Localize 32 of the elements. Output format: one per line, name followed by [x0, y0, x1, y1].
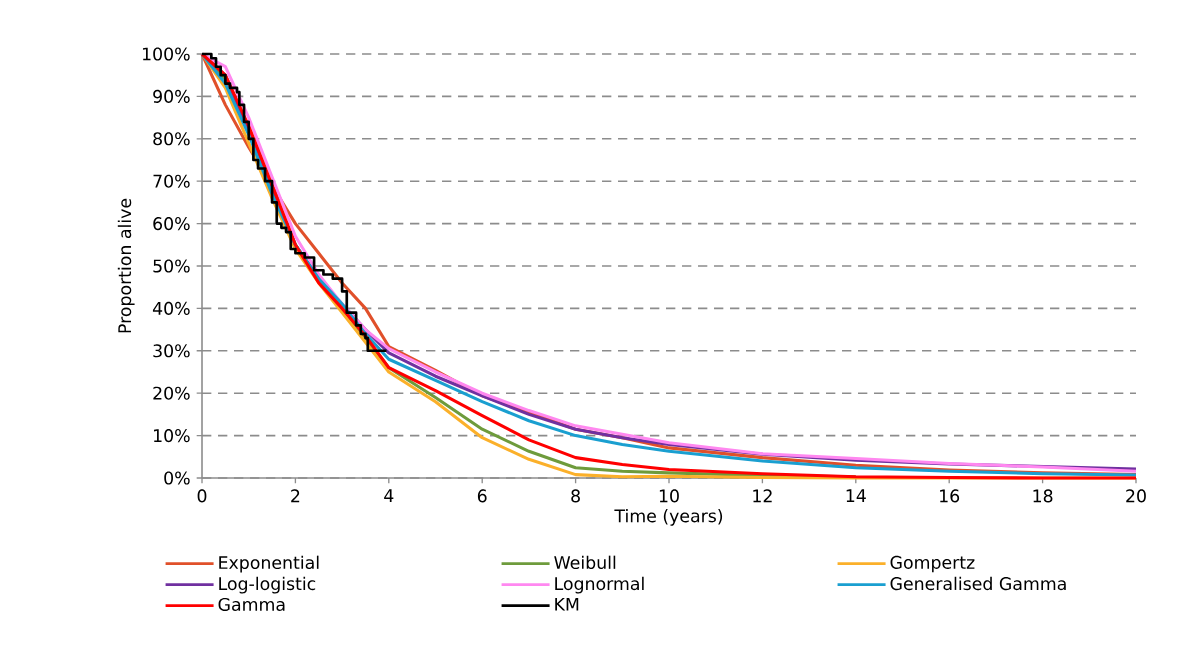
y-tick-label: 40%: [152, 301, 190, 315]
legend-label: Gompertz: [890, 555, 975, 573]
x-tick-label: 2: [291, 489, 300, 503]
legend-label: Exponential: [219, 555, 319, 573]
x-tick-label: 16: [940, 489, 960, 503]
x-tick-label: 12: [753, 489, 772, 503]
y-tick-label: 0%: [164, 471, 190, 485]
x-tick-label: 8: [571, 489, 580, 503]
legend-label: KM: [555, 597, 579, 611]
x-tick-label: 18: [1033, 489, 1053, 503]
y-axis-title: Proportion alive: [117, 198, 135, 333]
legend-label: Lognormal: [555, 576, 644, 594]
x-tick-label: 20: [1126, 489, 1146, 503]
y-tick-label: 30%: [153, 344, 190, 358]
y-tick-label: 60%: [153, 217, 190, 231]
x-axis-title: Time (years): [614, 508, 723, 526]
legend-label: Gamma: [218, 597, 285, 611]
x-tick-label: 10: [659, 489, 679, 503]
x-tick-label: 14: [846, 489, 866, 502]
x-tick-label: 6: [477, 489, 487, 503]
x-tick-label: 4: [384, 489, 394, 502]
y-tick-label: 10%: [154, 429, 190, 443]
y-tick-label: 20%: [153, 386, 190, 400]
legend-label: Weibull: [554, 555, 616, 570]
y-tick-label: 90%: [153, 89, 190, 103]
y-tick-label: 70%: [153, 174, 190, 188]
legend-label: Log-logistic: [219, 576, 316, 594]
y-tick-label: 100%: [142, 47, 190, 61]
y-tick-label: 80%: [153, 132, 190, 146]
y-tick-label: 50%: [153, 259, 190, 273]
legend-label: Generalised Gamma: [890, 576, 1066, 591]
x-tick-label: 0: [197, 489, 207, 503]
